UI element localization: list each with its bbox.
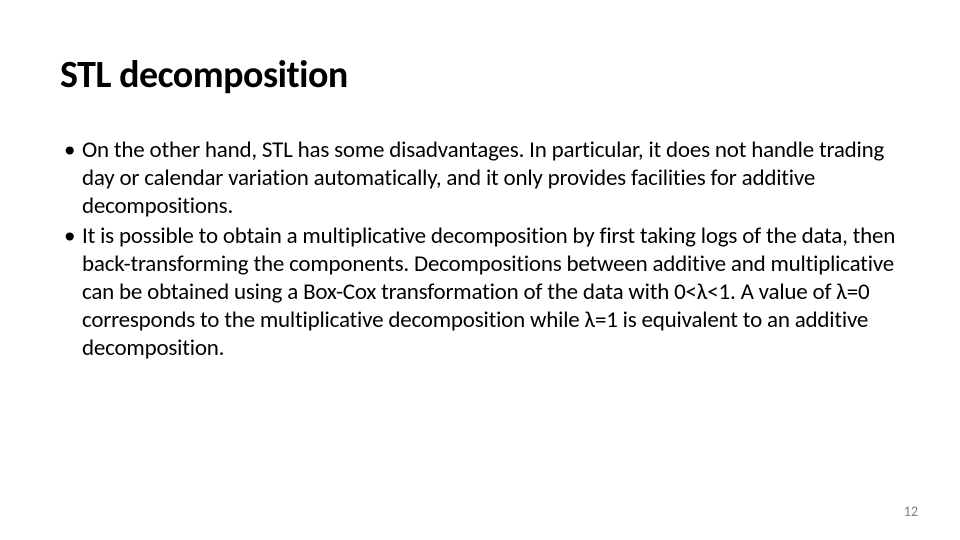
- list-item: • On the other hand, STL has some disadv…: [60, 136, 900, 220]
- bullet-text: On the other hand, STL has some disadvan…: [82, 136, 900, 220]
- list-item: • It is possible to obtain a multiplicat…: [60, 222, 900, 362]
- page-title: STL decomposition: [60, 52, 900, 98]
- content-body: • On the other hand, STL has some disadv…: [60, 136, 900, 362]
- bullet-text: It is possible to obtain a multiplicativ…: [82, 222, 900, 362]
- bullet-icon: •: [60, 222, 82, 362]
- page-number: 12: [904, 503, 918, 520]
- slide: STL decomposition • On the other hand, S…: [0, 0, 960, 540]
- bullet-icon: •: [60, 136, 82, 220]
